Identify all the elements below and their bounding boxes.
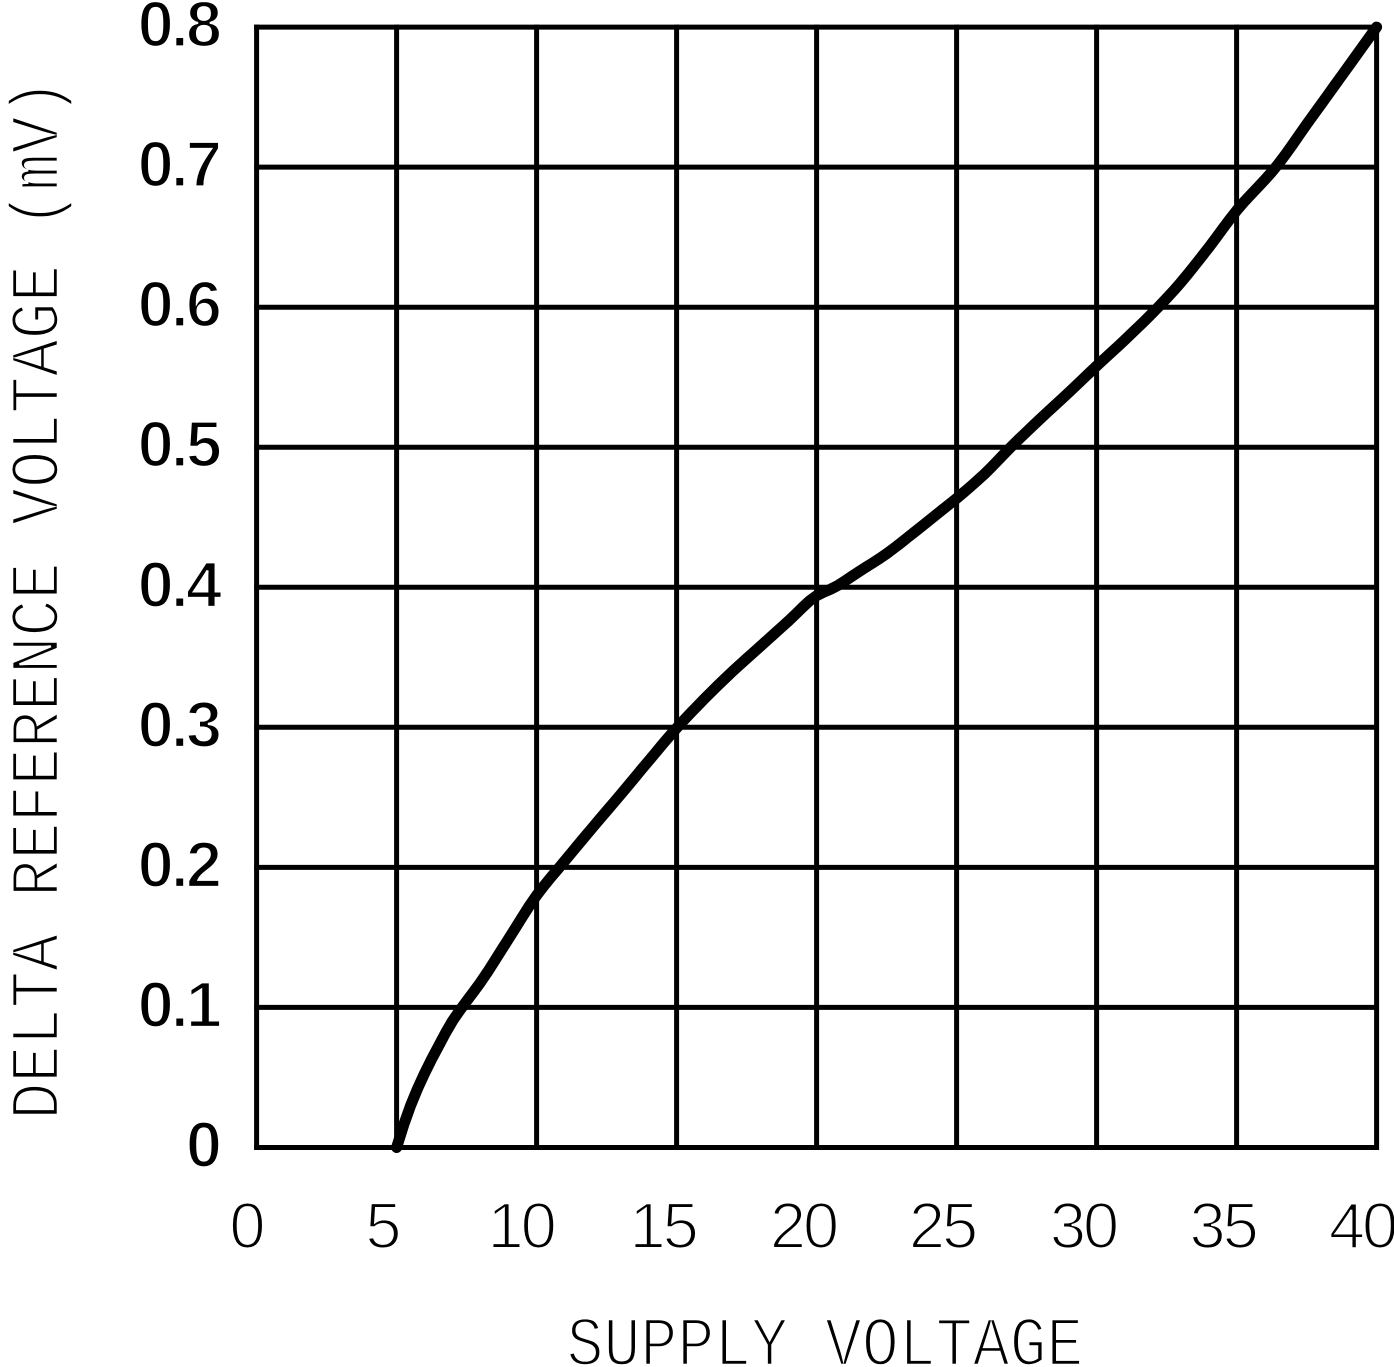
- svg-text:15: 15: [629, 1189, 696, 1262]
- svg-text:30: 30: [1050, 1189, 1117, 1262]
- svg-text:5: 5: [365, 1189, 399, 1262]
- svg-text:0.7: 0.7: [138, 128, 220, 201]
- svg-text:0.6: 0.6: [138, 268, 220, 341]
- svg-text:0: 0: [186, 1108, 220, 1181]
- svg-text:0.3: 0.3: [138, 688, 220, 761]
- svg-text:0.4: 0.4: [138, 548, 222, 621]
- svg-text:0.5: 0.5: [138, 408, 221, 481]
- svg-text:0.1: 0.1: [138, 968, 221, 1041]
- svg-text:10: 10: [487, 1189, 554, 1262]
- svg-text:40: 40: [1329, 1189, 1394, 1262]
- svg-text:SUPPLY VOLTAGE: SUPPLY VOLTAGE: [567, 1307, 1084, 1367]
- svg-text:35: 35: [1189, 1189, 1256, 1262]
- svg-text:DELTA REFERENCE VOLTAGE (mV): DELTA REFERENCE VOLTAGE (mV): [0, 79, 79, 1120]
- svg-text:20: 20: [770, 1189, 837, 1262]
- svg-text:0: 0: [229, 1189, 263, 1262]
- svg-text:25: 25: [909, 1189, 976, 1262]
- svg-text:0.8: 0.8: [138, 0, 221, 61]
- svg-text:0.2: 0.2: [138, 828, 220, 901]
